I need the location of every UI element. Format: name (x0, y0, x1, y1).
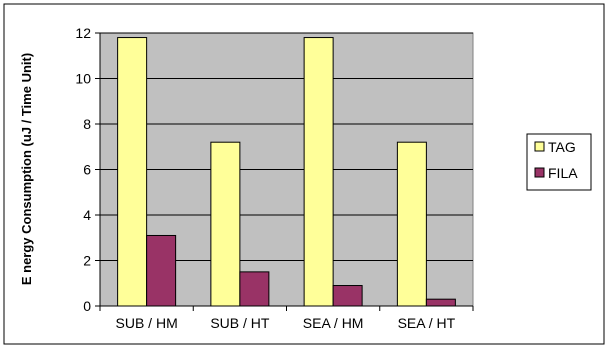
legend-swatch-fila (534, 167, 545, 178)
x-tick-label: SUB / HT (210, 315, 270, 331)
bar-fila-1 (239, 271, 270, 307)
x-tick-label: SEA / HM (303, 315, 364, 331)
y-tick-label: 10 (75, 71, 91, 87)
bar-tag-2 (303, 37, 334, 307)
legend-label-fila: FILA (548, 165, 578, 181)
x-tick-label: SEA / HT (398, 315, 456, 331)
bar-fila-2 (332, 285, 363, 307)
y-tick-label: 6 (83, 162, 91, 178)
y-tick-label: 4 (83, 207, 91, 223)
x-tick-label: SUB / HM (116, 315, 178, 331)
bar-tag-0 (117, 37, 148, 307)
legend-swatch-tag (534, 141, 545, 152)
bar-tag-1 (210, 141, 241, 307)
y-tick-labels: 0 2 4 6 8 10 12 (75, 25, 91, 314)
axes (95, 32, 474, 311)
bar-tag-3 (396, 141, 427, 307)
y-axis-label: E nergy Consumption (uJ / Time Unit) (19, 53, 34, 285)
bars (117, 37, 456, 307)
legend: TAG FILA (526, 133, 592, 191)
bar-fila-3 (425, 298, 456, 307)
y-tick-label: 8 (83, 116, 91, 132)
legend-label-tag: TAG (548, 139, 576, 155)
x-tick-labels: SUB / HM SUB / HT SEA / HM SEA / HT (116, 315, 456, 331)
y-tick-label: 12 (75, 25, 91, 41)
bar-fila-0 (146, 234, 177, 307)
y-tick-label: 2 (83, 253, 91, 269)
y-tick-label: 0 (83, 298, 91, 314)
